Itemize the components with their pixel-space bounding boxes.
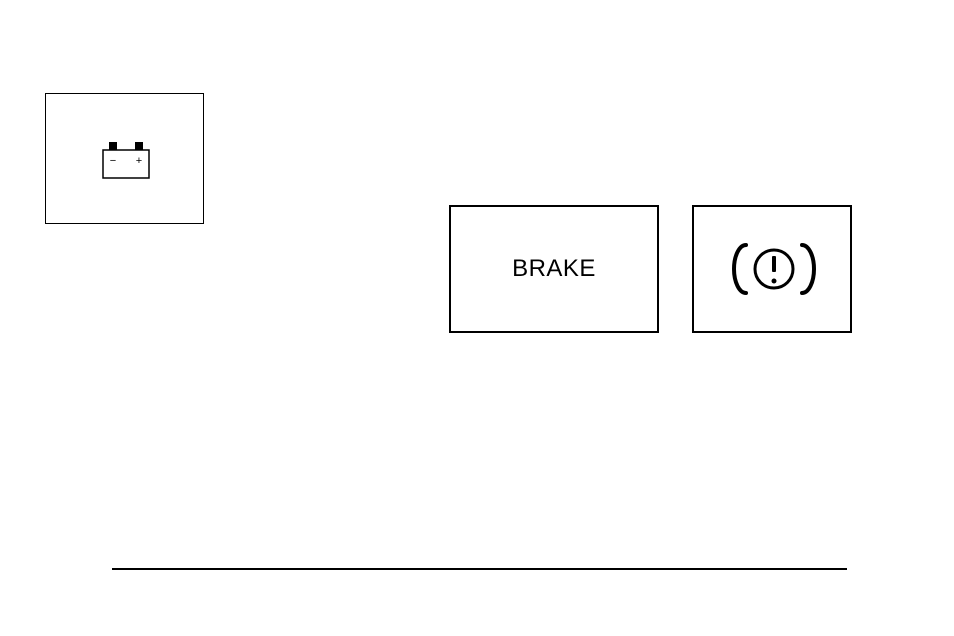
brake-warning-icon [694,205,850,333]
brake-label: BRAKE [512,255,596,283]
page-divider [112,568,847,570]
svg-text:+: + [136,155,142,167]
battery-icon: −+ [46,94,205,225]
brake-indicator-panel: BRAKE [449,205,659,333]
brake-warning-indicator-panel [692,205,852,333]
svg-text:−: − [110,155,116,167]
battery-indicator-panel: −+ [45,93,204,224]
